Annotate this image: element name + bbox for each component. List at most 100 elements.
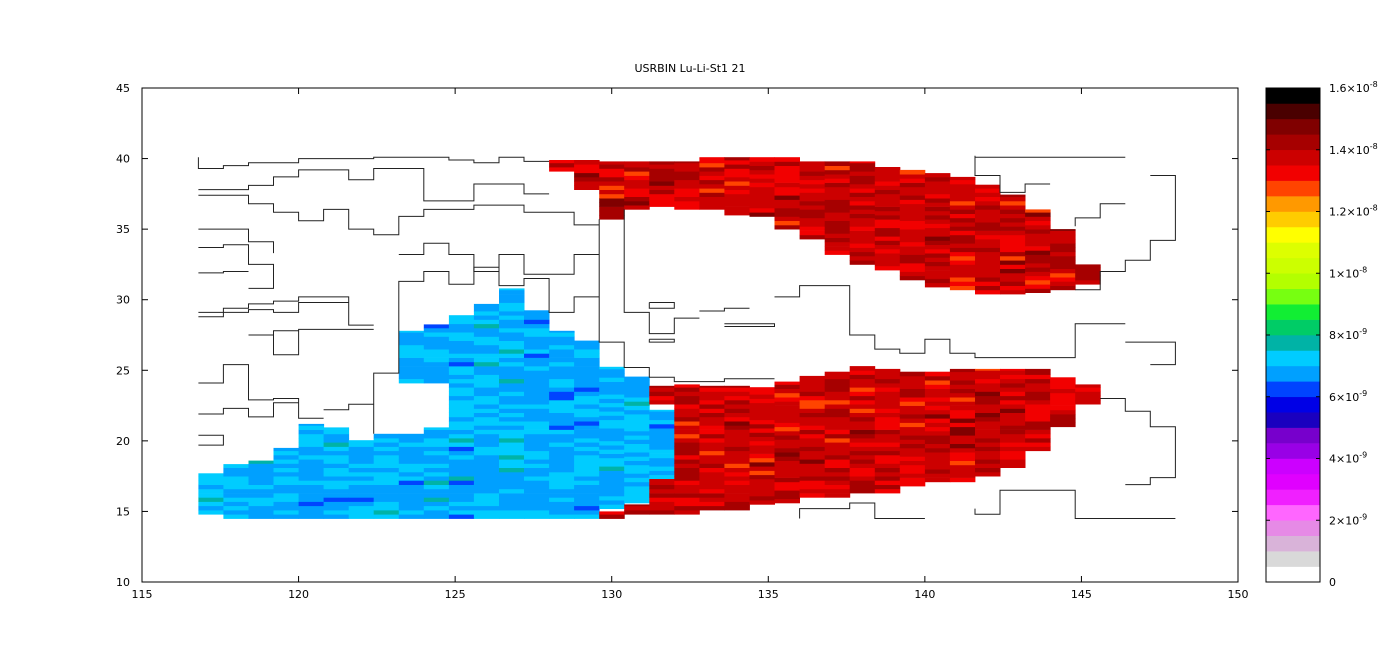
heatmap-cell (674, 387, 700, 392)
heatmap-cell (724, 429, 750, 435)
heatmap-cell (624, 456, 650, 461)
heatmap-cell (749, 453, 775, 459)
heatmap-cell (398, 374, 425, 380)
heatmap-cell (398, 357, 425, 363)
heatmap-cell (524, 374, 550, 380)
heatmap-cell (674, 421, 700, 426)
heatmap-cell (824, 178, 851, 183)
heatmap-cell (624, 192, 650, 197)
heatmap-cell (574, 433, 600, 439)
heatmap-cell (924, 202, 951, 207)
heatmap-cell (975, 209, 1001, 214)
heatmap-cell (975, 226, 1001, 231)
heatmap-cell (524, 340, 550, 346)
heatmap-cell (499, 383, 525, 388)
heatmap-cell (1000, 455, 1026, 460)
heatmap-cell (448, 476, 475, 481)
heatmap-cell (1050, 234, 1076, 240)
heatmap-cell (824, 399, 851, 405)
heatmap-cell (849, 450, 876, 456)
heatmap-cell (398, 340, 425, 346)
colorbar-band (1266, 88, 1320, 104)
heatmap-cell (849, 391, 876, 397)
heatmap-cell (499, 438, 525, 443)
heatmap-cell (799, 230, 826, 236)
heatmap-cell (749, 208, 775, 213)
heatmap-cell (473, 332, 500, 337)
heatmap-cell (1000, 277, 1026, 282)
heatmap-cell (649, 202, 675, 207)
heatmap-cell (1000, 213, 1026, 219)
heatmap-cell (975, 467, 1001, 473)
heatmap-cell (1000, 368, 1026, 371)
heatmap-cell (624, 494, 650, 500)
heatmap-cell (949, 368, 976, 373)
heatmap-cell (699, 162, 725, 168)
heatmap-cell (1025, 271, 1051, 277)
contour-line (198, 194, 600, 236)
heatmap-cell (899, 371, 926, 377)
heatmap-cell (423, 340, 450, 346)
heatmap-cell (699, 497, 725, 502)
heatmap-cell (499, 429, 525, 435)
heatmap-cell (1025, 383, 1051, 388)
heatmap-cell (624, 167, 650, 172)
heatmap-cell (624, 431, 650, 436)
heatmap-cell (724, 450, 750, 456)
heatmap-cell (574, 459, 600, 464)
heatmap-cell (1050, 285, 1076, 291)
heatmap-cell (1000, 438, 1026, 443)
heatmap-cell (223, 497, 249, 502)
heatmap-cell (448, 459, 475, 464)
heatmap-cell (448, 327, 475, 333)
heatmap-cell (849, 205, 876, 210)
colorbar-band (1266, 273, 1320, 289)
heatmap-cell (1025, 237, 1051, 243)
colorbar-band (1266, 180, 1320, 197)
heatmap-cell (649, 474, 675, 480)
heatmap-cell (373, 459, 400, 464)
heatmap-cell (549, 336, 575, 341)
heatmap-cell (1025, 246, 1051, 251)
heatmap-cell (699, 455, 725, 460)
heatmap-cell (924, 435, 951, 440)
heatmap-cell (524, 399, 550, 405)
heatmap-cell (799, 488, 826, 494)
heatmap-cell (1000, 395, 1026, 401)
heatmap-cell (524, 311, 550, 316)
heatmap-cell (849, 256, 876, 261)
heatmap-cell (599, 161, 625, 165)
heatmap-cell (674, 192, 700, 197)
heatmap-cell (1025, 284, 1051, 289)
heatmap-cell (473, 408, 500, 413)
heatmap-cell (874, 189, 901, 195)
heatmap-cell (949, 192, 976, 197)
heatmap-cell (448, 493, 475, 498)
heatmap-cell (323, 471, 350, 477)
heatmap-cell (549, 349, 575, 354)
heatmap-cell (924, 232, 951, 237)
heatmap-cell (473, 370, 500, 375)
heatmap-cell (649, 181, 675, 186)
heatmap-cell (674, 442, 700, 447)
heatmap-cell (574, 455, 600, 460)
heatmap-cell (824, 374, 851, 380)
heatmap-cell (248, 484, 274, 490)
heatmap-cell (699, 488, 725, 494)
heatmap-cell (774, 195, 800, 200)
heatmap-cell (749, 462, 775, 467)
heatmap-cell (674, 175, 700, 181)
heatmap-cell (849, 192, 876, 197)
heatmap-cell (624, 477, 650, 483)
heatmap-cell (524, 467, 550, 473)
heatmap-cell (398, 336, 425, 341)
heatmap-cell (674, 384, 700, 388)
heatmap-cell (624, 376, 650, 381)
heatmap-cell (774, 494, 800, 500)
heatmap-cell (949, 456, 976, 461)
heatmap-cell (1000, 442, 1026, 447)
heatmap-cell (499, 484, 525, 490)
heatmap-cell (499, 302, 525, 308)
heatmap-cell (1000, 251, 1026, 257)
heatmap-cell (549, 167, 575, 172)
